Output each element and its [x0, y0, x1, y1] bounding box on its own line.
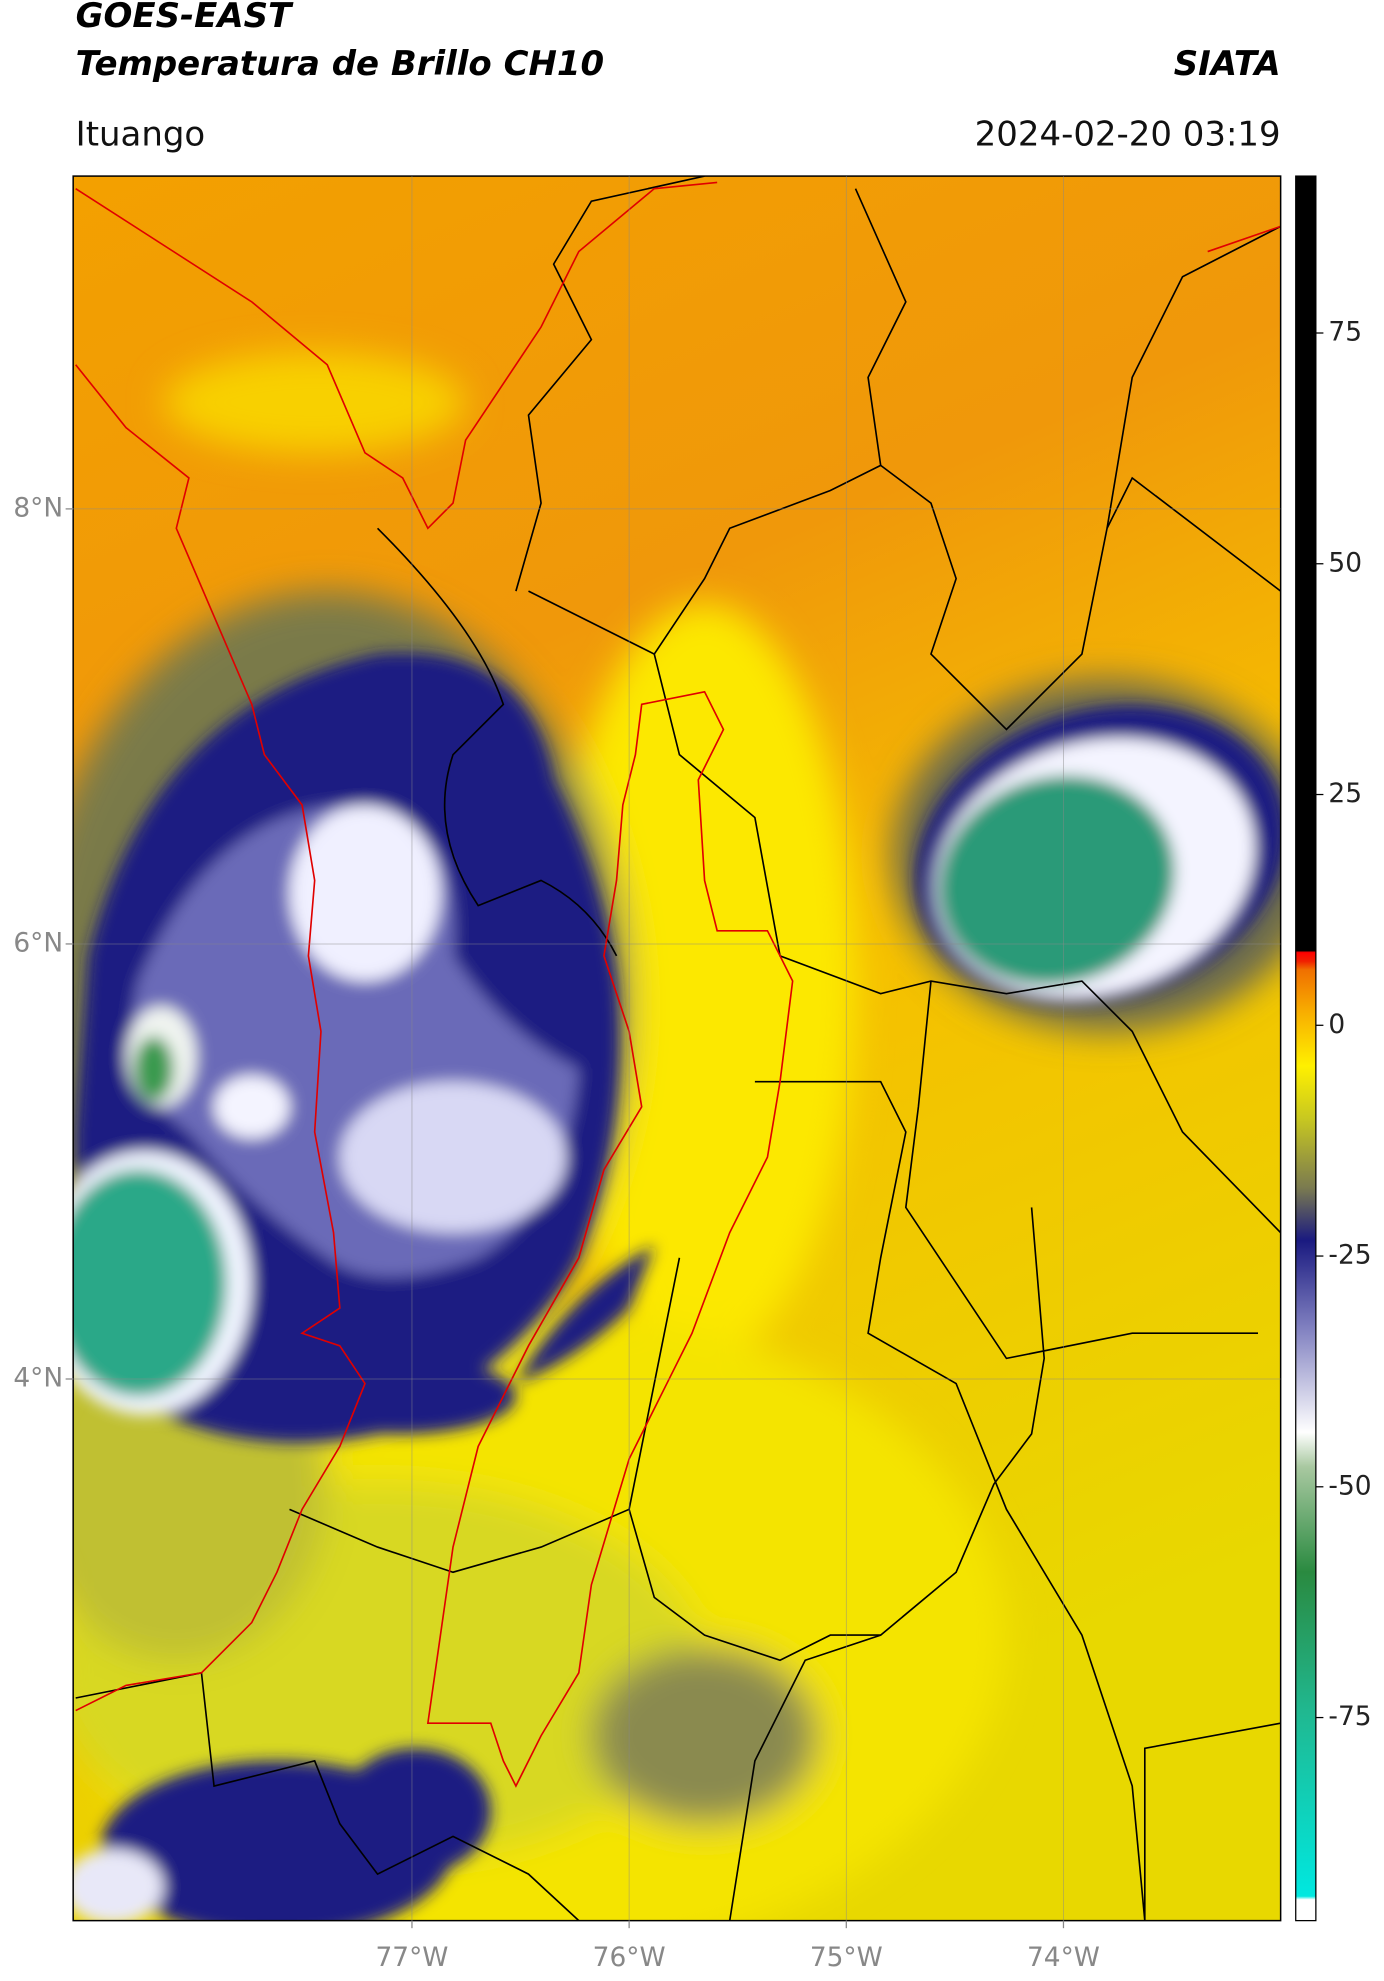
colorbar-tick-label: 75	[1328, 317, 1362, 348]
subtitle: Temperatura de Brillo CH10	[76, 44, 604, 84]
plot-frame	[72, 175, 1282, 1922]
x-tick-label: 74°W	[1027, 1942, 1100, 1973]
colorbar	[1295, 175, 1317, 1922]
y-tick-label: 6°N	[13, 927, 63, 958]
x-tick-label: 75°W	[810, 1942, 883, 1973]
title: GOES-EAST	[76, 0, 294, 36]
satellite-image	[73, 176, 1281, 1921]
timestamp: 2024-02-20 03:19	[975, 114, 1281, 154]
borders	[75, 176, 1281, 1921]
colorbar-tick-label: 0	[1328, 1009, 1345, 1040]
y-tick-label: 8°N	[13, 492, 63, 523]
location: Ituango	[76, 114, 206, 154]
colorbar-tick-label: 50	[1328, 547, 1362, 578]
x-tick-label: 77°W	[375, 1942, 448, 1973]
x-tick-label: 76°W	[593, 1942, 666, 1973]
coastline	[75, 181, 1281, 1788]
y-tick-label: 4°N	[13, 1362, 63, 1393]
brand: SIATA	[1174, 44, 1281, 84]
colorbar-tick-label: -50	[1328, 1470, 1371, 1501]
colorbar-tick-label: -25	[1328, 1240, 1371, 1271]
colorbar-tick-label: -75	[1328, 1701, 1371, 1732]
colorbar-tick-label: 25	[1328, 778, 1362, 809]
